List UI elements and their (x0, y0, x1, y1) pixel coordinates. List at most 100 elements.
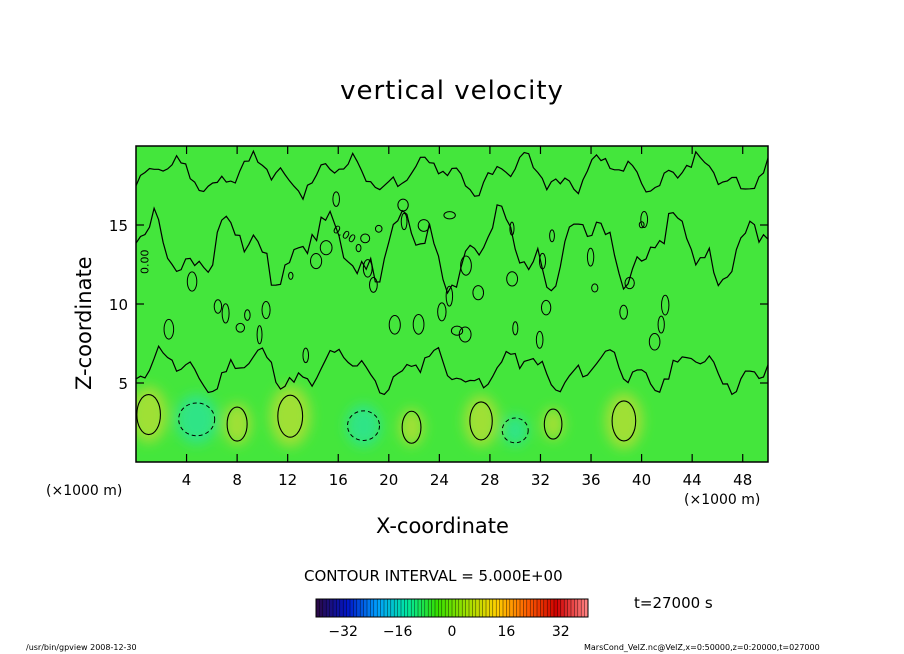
colorbar-cell (479, 599, 483, 617)
colorbar-tick-label: 32 (552, 624, 570, 640)
updraft-core-4 (223, 403, 252, 446)
updraft-contour-3 (611, 400, 637, 442)
colorbar-cell (333, 599, 337, 617)
colorbar-cell (431, 599, 436, 617)
colorbar-cell (509, 599, 514, 617)
updraft-core-5 (399, 408, 424, 446)
x-tick-label: 28 (480, 471, 499, 489)
colorbar-cell (496, 599, 500, 617)
cell-contour (244, 309, 251, 321)
colorbar-cell (567, 599, 572, 617)
x-tick-label: 32 (531, 471, 550, 489)
cell-contour (638, 221, 645, 229)
colorbar-cell (380, 599, 385, 617)
colorbar-cell (513, 599, 517, 617)
colorbar-cell (462, 599, 466, 617)
cell-contour (538, 252, 547, 270)
colorbar-cell (397, 599, 402, 617)
cell-contour (332, 191, 340, 207)
colorbar-cell (367, 599, 371, 617)
colorbar-cell (418, 599, 422, 617)
colorbar-cell (350, 599, 354, 617)
x-tick-label: 40 (632, 471, 651, 489)
chart-title: vertical velocity (340, 76, 564, 106)
cell-contour (186, 271, 198, 292)
contour-interval-label: CONTOUR INTERVAL = 5.000E+00 (304, 567, 563, 585)
cell-contour (310, 253, 323, 270)
colorbar-cell (360, 599, 364, 617)
zero-contour-mid (136, 204, 768, 295)
cell-contour (535, 330, 544, 349)
colorbar-cell (414, 599, 419, 617)
colorbar-cell (452, 599, 456, 617)
x-tick-label: 44 (683, 471, 702, 489)
colorbar-cell (458, 599, 463, 617)
cell-contour (540, 299, 552, 316)
zero-contour-low (136, 344, 768, 396)
colorbar-cell (533, 599, 538, 617)
colorbar-cell (322, 599, 327, 617)
colorbar-cell (346, 599, 351, 617)
cell-contour (509, 221, 515, 236)
colorbar-cell (475, 599, 480, 617)
cell-contour (472, 285, 485, 301)
cell-contour (460, 255, 472, 276)
colorbar-cell (353, 599, 358, 617)
footer-left: /usr/bin/gpview 2008-12-30 (26, 643, 137, 652)
colorbar-cell (438, 599, 443, 617)
cell-contour (261, 300, 271, 320)
colorbar-cell (492, 599, 497, 617)
colorbar-cell (373, 599, 378, 617)
colorbar-cell (329, 599, 334, 617)
cell-contour (445, 285, 454, 307)
cell-contour (412, 313, 425, 335)
updraft-core-6 (542, 407, 564, 441)
cell-contour (640, 210, 649, 229)
cell-contour (319, 240, 333, 256)
colorbar-cell (390, 599, 395, 617)
colorbar-cell (489, 599, 494, 617)
colorbar-cell (441, 599, 446, 617)
cell-contour (506, 271, 519, 287)
colorbar-tick-label: −32 (328, 624, 358, 640)
y-tick-label: 10 (109, 296, 128, 314)
x-tick-label: 8 (232, 471, 242, 489)
updraft-contour-4 (226, 406, 248, 442)
updraft-contour-5 (401, 410, 422, 444)
colorbar-frame (315, 598, 589, 618)
downdraft-contour-0 (178, 402, 216, 437)
cell-contour (221, 303, 230, 324)
x-tick-label: 20 (379, 471, 398, 489)
updraft-core-1 (269, 385, 311, 447)
colorbar-cell (401, 599, 405, 617)
y-tick-label: 5 (118, 375, 128, 393)
colorbar-cell (486, 599, 490, 617)
colorbar-cell (564, 599, 568, 617)
colorbar-cell (384, 599, 388, 617)
cell-contour (591, 283, 599, 293)
cell-contour (417, 219, 430, 232)
colorbar-cell (540, 599, 545, 617)
colorbar-cell (537, 599, 541, 617)
cell-contour (458, 326, 472, 343)
updraft-contour-6 (543, 408, 563, 440)
colorbar-tick-label: 16 (497, 624, 515, 640)
x-unit-label-left: (×1000 m) (46, 483, 123, 499)
x-tick-label: 48 (733, 471, 752, 489)
x-axis-label: X-coordinate (376, 514, 509, 538)
footer-right: MarsCond_VelZ.nc@VelZ,x=0:50000,z=0:2000… (584, 643, 820, 652)
updraft-core-3 (605, 392, 643, 450)
cell-contour (450, 325, 464, 336)
colorbar-cell (499, 599, 504, 617)
colorbar-tick-label: −16 (383, 624, 413, 640)
cell-contour (163, 318, 175, 340)
zero-contour-high (136, 149, 768, 201)
colorbar-cell (520, 599, 524, 617)
colorbar-cell (404, 599, 409, 617)
x-tick-label: 4 (182, 471, 192, 489)
cell-contour (437, 302, 447, 322)
colorbar-cell (316, 599, 320, 617)
colorbar-cell (428, 599, 432, 617)
